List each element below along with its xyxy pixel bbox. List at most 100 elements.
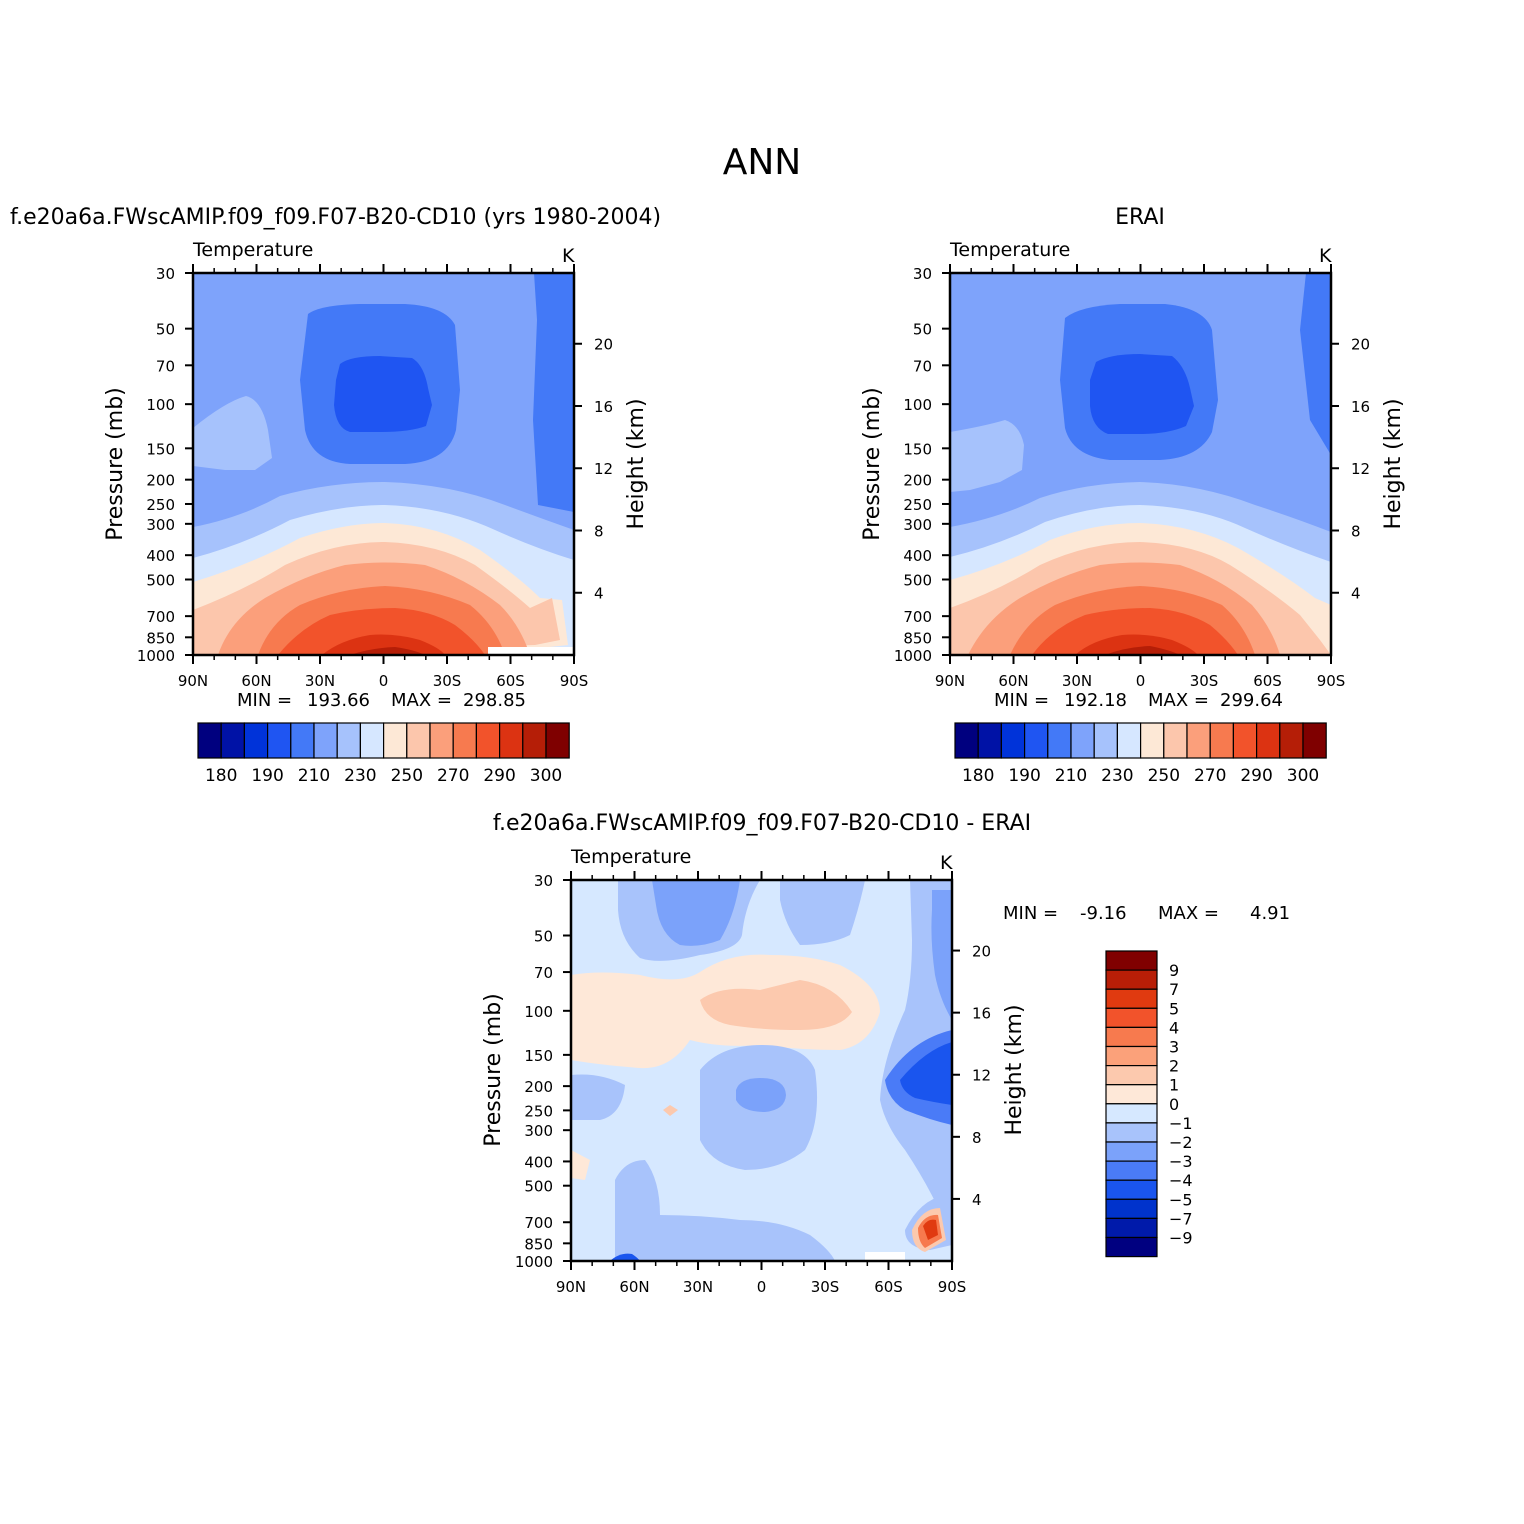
panel-model-colorbar-label: 270 (437, 766, 469, 786)
panel-diff-ytick-label: 1000 (515, 1253, 553, 1271)
panel-diff-xtick-label: 60S (874, 1278, 903, 1296)
panel-model-colorbar-box (290, 722, 315, 759)
panel-model-height-tick-label: 20 (594, 336, 613, 354)
panel-model-colorbar-label: 210 (298, 766, 330, 786)
panel-model-ylabel-right: Height (km) (624, 398, 649, 529)
panel-model-height-tick-label: 16 (594, 398, 613, 416)
panel-diff-xtick-label: 90N (556, 1278, 586, 1296)
panel-model-colorbar-box (383, 722, 408, 759)
panel-model-ylabel: Pressure (mb) (103, 387, 128, 541)
panel-model-contour-field (193, 273, 574, 655)
panel-model-ytick-label: 70 (156, 357, 175, 375)
panel-diff-ytick-label: 250 (524, 1102, 553, 1120)
panel-erai-ytick-label: 30 (913, 265, 932, 283)
panel-erai-ytick-label: 500 (903, 571, 932, 589)
panel-model-ytick-label: 30 (156, 265, 175, 283)
panel-model-ytick-label: 200 (146, 472, 175, 490)
panel-diff-ylabel: Pressure (mb) (481, 993, 506, 1147)
panel-diff-contour-field (571, 880, 952, 1261)
panel-diff-colorbar-label: −4 (1169, 1171, 1193, 1190)
panel-model-max-value: 298.85 (463, 690, 526, 711)
panel-diff-height-tick-label: 20 (972, 943, 991, 961)
panel-erai-unit-label: K (1319, 245, 1332, 267)
panel-diff-colorbar-box (1105, 1179, 1158, 1200)
panel-diff-xtick-label: 30S (811, 1278, 840, 1296)
panel-diff-colorbar-box (1105, 1217, 1158, 1239)
panel-diff-colorbar-label: −3 (1169, 1152, 1193, 1171)
panel-diff-xtick-label: 30N (683, 1278, 713, 1296)
panel-erai-ytick-label: 700 (903, 608, 932, 626)
panel-model-height-tick-label: 4 (594, 585, 604, 603)
panel-model-ytick-label: 50 (156, 321, 175, 339)
panel-erai: ERAI Temperature K 305070100150200250300… (860, 205, 1406, 786)
panel-diff-colorbar-box (1105, 1026, 1158, 1048)
panel-diff-ytick-label: 100 (524, 1003, 553, 1021)
panel-model-colorbar-box (267, 722, 292, 759)
panel-diff-xtick-label: 0 (757, 1278, 767, 1296)
panel-model-colorbar-box (522, 722, 547, 759)
panel-erai-title: ERAI (1115, 205, 1165, 230)
panel-model-colorbar-label: 250 (391, 766, 423, 786)
panel-erai-xtick-label: 60N (998, 672, 1028, 690)
panel-model-colorbar-box (197, 722, 222, 759)
panel-erai-colorbar-label: 190 (1008, 766, 1040, 786)
panel-diff-colorbar-box (1105, 1160, 1158, 1181)
panel-diff-colorbar-label: −2 (1169, 1133, 1193, 1152)
panel-diff-colorbar-label: 9 (1169, 961, 1179, 980)
panel-erai-ylabel-right: Height (km) (1381, 398, 1406, 529)
panel-model-min-label: MIN = (237, 690, 292, 711)
panel-model-ytick-label: 400 (146, 547, 175, 565)
panel-diff-height-tick-label: 4 (972, 1191, 982, 1209)
panel-erai-colorbar-label: 290 (1240, 766, 1272, 786)
panel-erai-min-value: 192.18 (1064, 690, 1127, 711)
panel-erai-colorbar-box (977, 722, 1003, 759)
panel-model-colorbar-box (452, 722, 478, 759)
panel-diff-colorbar-label: −7 (1169, 1209, 1193, 1228)
panel-diff-colorbar-label: 0 (1169, 1095, 1179, 1114)
panel-erai-colorbar-box (1093, 722, 1118, 759)
panel-model-colorbar-box (545, 722, 570, 759)
panel-erai-height-tick-label: 16 (1351, 398, 1370, 416)
panel-erai-colorbar-box (954, 722, 979, 759)
panel-erai-height-tick-label: 12 (1351, 460, 1370, 478)
panel-erai-xtick-label: 0 (1136, 672, 1146, 690)
panel-erai-ytick-label: 300 (903, 516, 932, 534)
panel-diff-ytick-label: 500 (524, 1178, 553, 1196)
panel-model-colorbar-box (429, 722, 454, 759)
panel-erai-ytick-label: 50 (913, 321, 932, 339)
panel-diff-title: f.e20a6a.FWscAMIP.f09_f09.F07-B20-CD10 -… (493, 811, 1031, 836)
panel-erai-min-label: MIN = (994, 690, 1049, 711)
panel-model-title: f.e20a6a.FWscAMIP.f09_f09.F07-B20-CD10 (… (10, 205, 661, 230)
panel-erai-colorbar-box (1186, 722, 1211, 759)
panel-model-colorbar-box (313, 722, 338, 759)
panel-model-left-label: Temperature (192, 239, 313, 261)
panel-model-colorbar: 180 190 210 230 250 270 290 300 (197, 722, 570, 786)
panel-diff-left-label: Temperature (570, 846, 691, 868)
panel-diff-colorbar-label: −9 (1169, 1229, 1193, 1248)
panel-diff-colorbar-box (1105, 969, 1158, 990)
panel-erai-contour-field (950, 273, 1331, 655)
panel-model-xtick-label: 60S (496, 672, 525, 690)
panel-diff-colorbar-box (1105, 988, 1158, 1009)
panel-erai-colorbar-label: 250 (1148, 766, 1180, 786)
panel-diff-height-tick-label: 8 (972, 1129, 982, 1147)
panel-erai-ytick-label: 200 (903, 472, 932, 490)
panel-model-colorbar-label: 290 (483, 766, 515, 786)
panel-erai-colorbar-box (1139, 722, 1165, 759)
panel-diff-colorbar-box (1105, 1084, 1158, 1105)
panel-model-ytick-label: 250 (146, 496, 175, 514)
panel-diff-colorbar-box (1105, 1007, 1158, 1028)
panel-diff-colorbar-label: 3 (1169, 1038, 1179, 1057)
panel-diff: f.e20a6a.FWscAMIP.f09_f09.F07-B20-CD10 -… (481, 811, 1290, 1296)
panel-erai-ytick-label: 1000 (894, 647, 932, 665)
panel-erai-colorbar-box (1232, 722, 1258, 759)
panel-diff-colorbar-box (1105, 1141, 1158, 1162)
panel-erai-max-value: 299.64 (1220, 690, 1283, 711)
panel-diff-colorbar-box (1105, 1236, 1158, 1258)
panel-erai-xtick-label: 30S (1190, 672, 1219, 690)
panel-model-xtick-label: 30N (305, 672, 335, 690)
panel-model-ytick-label: 300 (146, 516, 175, 534)
